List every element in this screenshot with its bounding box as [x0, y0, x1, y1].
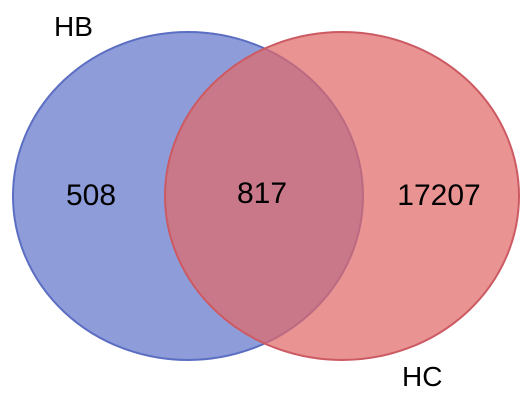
hb-label: HB — [54, 11, 93, 42]
hc-label: HC — [402, 361, 442, 392]
intersection-count: 817 — [237, 177, 287, 210]
hc-circle — [164, 31, 520, 361]
hb-only-count: 508 — [66, 179, 116, 212]
hc-only-count: 17207 — [397, 179, 480, 212]
